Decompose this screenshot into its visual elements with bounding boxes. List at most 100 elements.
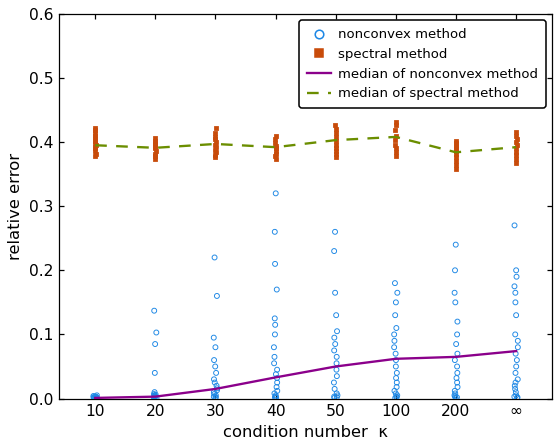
Point: [510, 382, 519, 389]
Point: [391, 312, 400, 319]
Point: [391, 153, 400, 160]
Point: [333, 373, 342, 380]
Point: [391, 127, 400, 134]
Point: [331, 122, 340, 129]
Point: [92, 394, 101, 401]
Point: [392, 383, 401, 391]
Point: [332, 312, 340, 319]
Point: [91, 393, 100, 400]
Point: [332, 390, 341, 397]
Point: [150, 307, 158, 314]
Point: [332, 137, 340, 144]
Point: [209, 393, 218, 400]
Point: [510, 393, 519, 400]
Point: [91, 394, 100, 401]
Point: [510, 283, 519, 290]
Point: [391, 132, 400, 139]
Point: [211, 154, 220, 161]
Point: [211, 138, 220, 146]
Point: [511, 138, 520, 146]
Point: [512, 132, 521, 139]
Point: [511, 369, 520, 376]
Point: [212, 382, 221, 389]
Point: [511, 388, 520, 396]
Point: [330, 347, 339, 354]
Point: [393, 369, 402, 376]
Legend: nonconvex method, spectral method, median of nonconvex method, median of spectra: nonconvex method, spectral method, media…: [300, 21, 545, 108]
Point: [390, 344, 399, 351]
Point: [270, 260, 279, 267]
Point: [90, 132, 99, 139]
Point: [451, 393, 460, 400]
Point: [451, 158, 460, 165]
Point: [513, 394, 522, 401]
Point: [390, 280, 399, 287]
Point: [452, 340, 461, 348]
Point: [271, 140, 280, 147]
X-axis label: condition number  κ: condition number κ: [223, 425, 388, 440]
Point: [452, 331, 461, 338]
Point: [150, 393, 159, 400]
Point: [211, 134, 220, 141]
Point: [452, 375, 461, 382]
Point: [269, 344, 278, 351]
Point: [270, 228, 279, 235]
Point: [151, 153, 160, 160]
Point: [210, 379, 219, 386]
Point: [272, 132, 281, 139]
Point: [90, 394, 99, 401]
Point: [211, 125, 220, 132]
Point: [332, 129, 340, 137]
Point: [150, 391, 158, 398]
Point: [211, 143, 220, 151]
Point: [209, 376, 218, 383]
Point: [330, 385, 339, 392]
Point: [512, 267, 521, 274]
Point: [511, 299, 520, 306]
Point: [512, 129, 521, 136]
Point: [511, 155, 520, 162]
Point: [271, 393, 280, 400]
Point: [271, 142, 280, 150]
Y-axis label: relative error: relative error: [8, 153, 23, 260]
Point: [211, 149, 220, 156]
Point: [211, 344, 220, 351]
Point: [391, 350, 400, 357]
Point: [511, 289, 520, 296]
Point: [90, 394, 99, 401]
Point: [452, 165, 461, 172]
Point: [272, 147, 281, 155]
Point: [333, 327, 342, 335]
Point: [270, 331, 279, 338]
Point: [512, 142, 521, 149]
Point: [270, 390, 279, 397]
Point: [391, 299, 400, 306]
Point: [453, 318, 462, 325]
Point: [390, 331, 399, 338]
Point: [211, 363, 220, 370]
Point: [270, 353, 279, 361]
Point: [151, 145, 160, 152]
Point: [91, 153, 100, 160]
Point: [212, 293, 221, 300]
Point: [212, 369, 221, 376]
Point: [511, 350, 520, 357]
Point: [271, 392, 280, 399]
Point: [151, 393, 160, 400]
Point: [331, 147, 340, 155]
Point: [270, 394, 279, 401]
Point: [92, 394, 101, 401]
Point: [391, 145, 400, 152]
Point: [91, 127, 100, 134]
Point: [151, 391, 160, 398]
Point: [332, 151, 340, 158]
Point: [332, 394, 341, 401]
Point: [211, 394, 220, 401]
Point: [91, 141, 100, 148]
Point: [270, 321, 279, 328]
Point: [150, 388, 159, 396]
Point: [452, 162, 461, 169]
Point: [451, 241, 460, 248]
Point: [150, 394, 158, 401]
Point: [391, 375, 400, 382]
